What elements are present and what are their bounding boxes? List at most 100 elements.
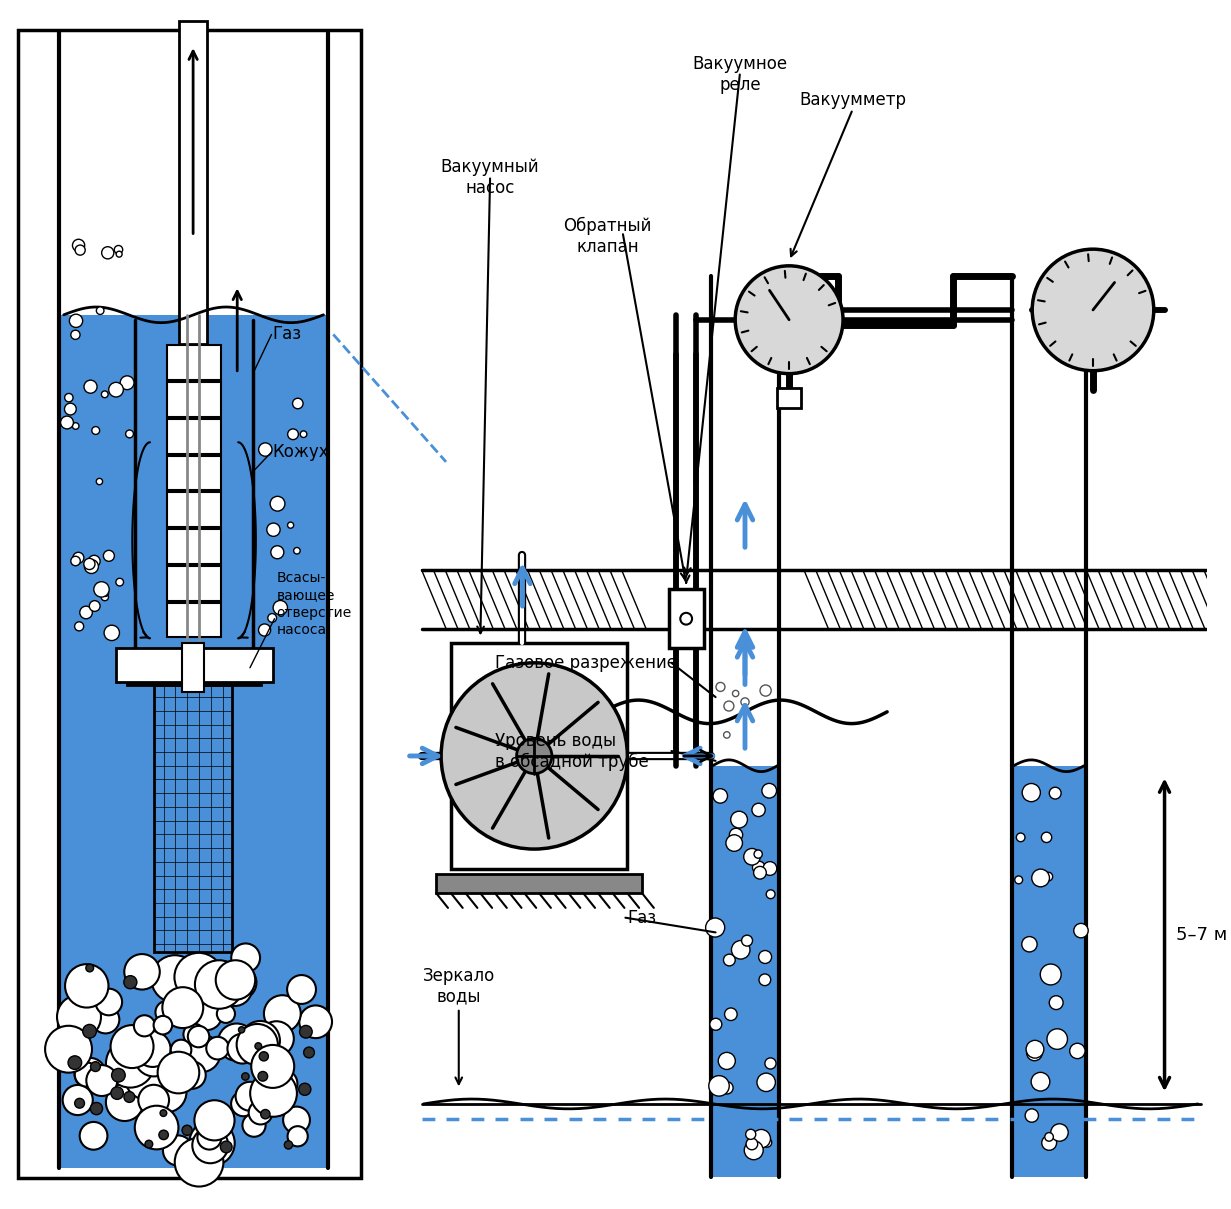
- Circle shape: [741, 936, 752, 947]
- Circle shape: [724, 954, 735, 966]
- Circle shape: [263, 995, 300, 1032]
- Circle shape: [57, 995, 101, 1039]
- Circle shape: [270, 1070, 298, 1098]
- Text: 5–7 м: 5–7 м: [1177, 926, 1227, 944]
- Circle shape: [162, 988, 203, 1028]
- Circle shape: [102, 590, 108, 596]
- Circle shape: [71, 330, 80, 340]
- Circle shape: [91, 1062, 101, 1071]
- Circle shape: [75, 621, 84, 631]
- Circle shape: [1032, 1072, 1050, 1091]
- Circle shape: [192, 1127, 228, 1163]
- Circle shape: [183, 1035, 220, 1072]
- Bar: [166, 418, 220, 453]
- Circle shape: [730, 828, 742, 841]
- Circle shape: [764, 1058, 776, 1069]
- Text: Газовое разрежение: Газовое разрежение: [495, 654, 677, 672]
- Circle shape: [111, 1087, 123, 1099]
- Circle shape: [101, 594, 108, 601]
- Circle shape: [240, 1020, 279, 1060]
- Circle shape: [681, 613, 692, 625]
- Bar: [59, 314, 329, 1168]
- Circle shape: [182, 1126, 192, 1135]
- Circle shape: [288, 1126, 308, 1146]
- Circle shape: [112, 1069, 126, 1082]
- Circle shape: [752, 1129, 771, 1147]
- Bar: [166, 566, 220, 601]
- Circle shape: [223, 966, 256, 1000]
- Circle shape: [65, 393, 73, 401]
- Circle shape: [231, 943, 260, 972]
- Circle shape: [250, 1070, 297, 1117]
- Circle shape: [718, 1052, 735, 1070]
- Bar: [777, 388, 801, 407]
- Bar: [17, 29, 361, 1179]
- Circle shape: [178, 1062, 206, 1089]
- Circle shape: [106, 1039, 155, 1088]
- Circle shape: [82, 1024, 96, 1039]
- Text: Уровень воды
в обсадной трубе: Уровень воды в обсадной трубе: [495, 731, 649, 770]
- Circle shape: [126, 430, 133, 438]
- Circle shape: [260, 1052, 268, 1062]
- Circle shape: [259, 1022, 294, 1055]
- Circle shape: [441, 663, 628, 849]
- Circle shape: [241, 1072, 249, 1080]
- Circle shape: [231, 1092, 256, 1116]
- Circle shape: [267, 523, 281, 537]
- Circle shape: [191, 999, 222, 1030]
- Circle shape: [1044, 872, 1053, 881]
- Circle shape: [288, 522, 294, 528]
- Circle shape: [1032, 869, 1050, 887]
- Circle shape: [755, 850, 762, 858]
- Circle shape: [96, 989, 122, 1016]
- Circle shape: [744, 849, 761, 866]
- Bar: [166, 530, 220, 563]
- Circle shape: [84, 380, 97, 393]
- Circle shape: [746, 1129, 756, 1139]
- Circle shape: [101, 391, 108, 398]
- Circle shape: [288, 429, 298, 440]
- Circle shape: [753, 867, 767, 879]
- Circle shape: [517, 739, 551, 774]
- Circle shape: [197, 1126, 222, 1150]
- Circle shape: [752, 803, 766, 816]
- Bar: [710, 765, 779, 1178]
- Circle shape: [138, 1084, 169, 1116]
- Circle shape: [1027, 1040, 1044, 1058]
- Circle shape: [80, 606, 92, 619]
- Circle shape: [73, 553, 84, 563]
- Circle shape: [283, 1106, 310, 1133]
- Circle shape: [299, 1025, 313, 1039]
- Circle shape: [721, 1082, 734, 1094]
- Circle shape: [1045, 1133, 1054, 1141]
- Circle shape: [1025, 1109, 1039, 1122]
- Circle shape: [90, 601, 100, 612]
- Bar: [436, 874, 643, 893]
- Circle shape: [134, 1106, 178, 1150]
- Circle shape: [1070, 1043, 1085, 1059]
- Circle shape: [105, 625, 119, 641]
- Bar: [128, 667, 261, 686]
- Circle shape: [160, 1110, 166, 1116]
- Circle shape: [194, 1100, 235, 1140]
- Circle shape: [741, 698, 750, 706]
- Circle shape: [85, 560, 98, 573]
- Bar: [421, 569, 1205, 629]
- Circle shape: [732, 690, 739, 696]
- Circle shape: [75, 1063, 98, 1087]
- Circle shape: [259, 442, 272, 456]
- Circle shape: [60, 416, 74, 429]
- Circle shape: [175, 953, 223, 1001]
- Circle shape: [73, 423, 79, 429]
- Circle shape: [1041, 832, 1051, 843]
- Bar: [166, 382, 220, 417]
- Circle shape: [106, 1083, 143, 1121]
- Circle shape: [1073, 924, 1088, 938]
- Circle shape: [90, 1103, 102, 1115]
- Circle shape: [763, 862, 777, 875]
- Text: Зеркало
воды: Зеркало воды: [422, 967, 495, 1006]
- Bar: [116, 648, 272, 682]
- Circle shape: [287, 976, 316, 1003]
- Text: Всасы-
вающее
отверстие
насоса: Всасы- вающее отверстие насоса: [277, 571, 352, 637]
- Circle shape: [108, 382, 123, 397]
